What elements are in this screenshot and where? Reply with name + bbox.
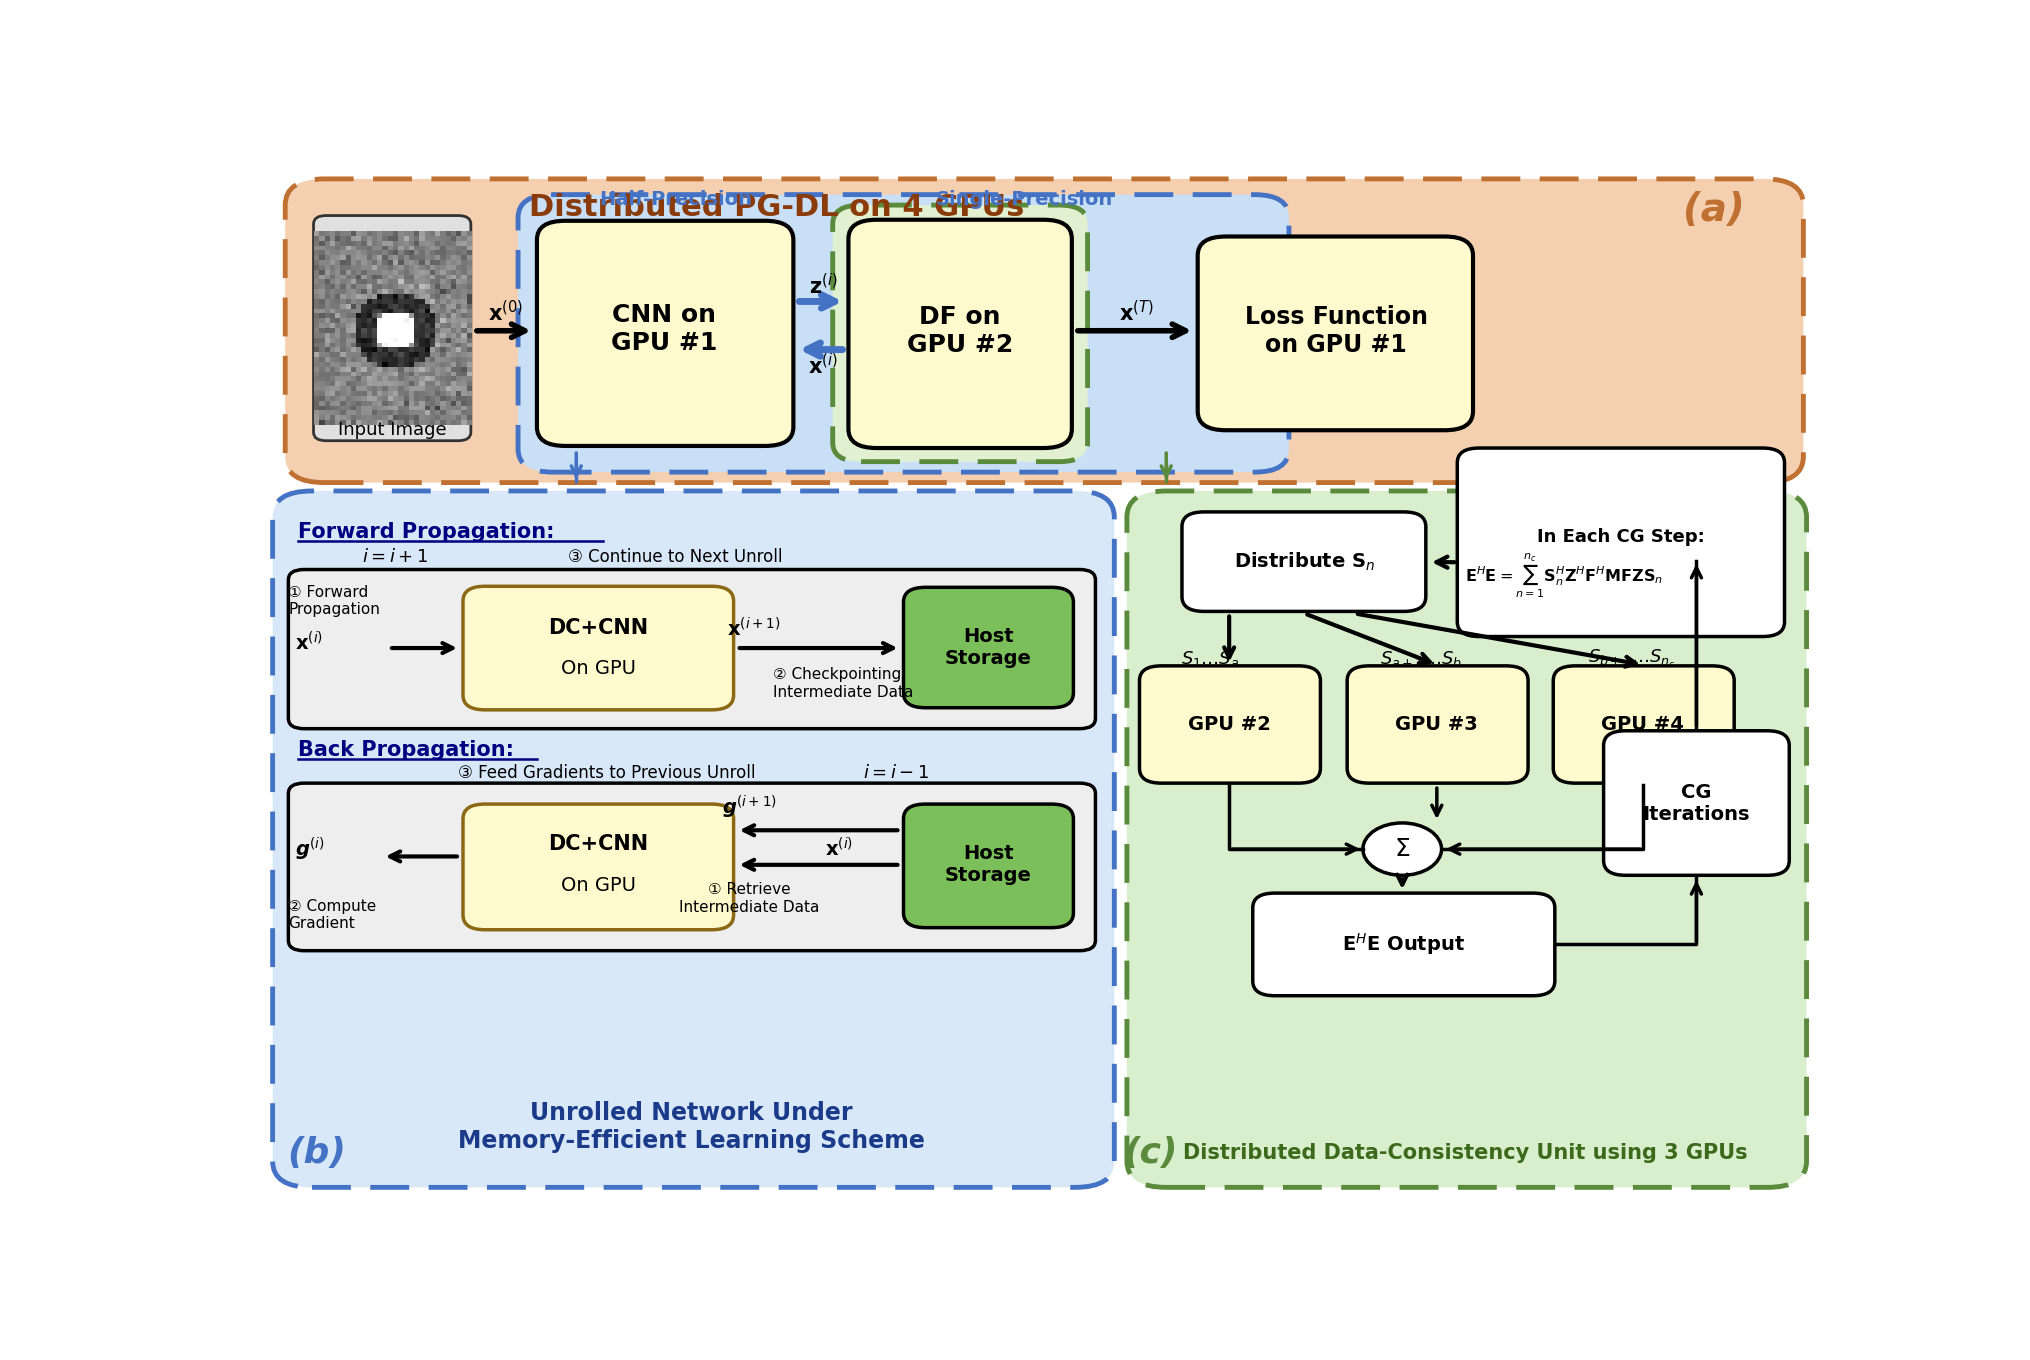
- FancyBboxPatch shape: [1253, 894, 1555, 996]
- FancyBboxPatch shape: [313, 215, 471, 441]
- Text: On GPU: On GPU: [560, 660, 635, 679]
- Text: DC+CNN: DC+CNN: [548, 619, 648, 638]
- FancyBboxPatch shape: [1458, 447, 1784, 636]
- FancyBboxPatch shape: [463, 804, 733, 930]
- Text: (c): (c): [1123, 1136, 1177, 1170]
- Text: On GPU: On GPU: [560, 876, 635, 895]
- Text: $\mathbf{x}^{(i+1)}$: $\mathbf{x}^{(i+1)}$: [727, 617, 782, 641]
- Text: $S_1 \ldots S_a$: $S_1 \ldots S_a$: [1181, 649, 1240, 669]
- Text: Loss Function
on GPU #1: Loss Function on GPU #1: [1244, 305, 1427, 356]
- Text: DF on
GPU #2: DF on GPU #2: [907, 305, 1013, 356]
- Text: $\mathbf{E}^H\mathbf{E}=\sum_{n=1}^{n_c}\mathbf{S}_n^H\mathbf{Z}^H\mathbf{F}^H\m: $\mathbf{E}^H\mathbf{E}=\sum_{n=1}^{n_c}…: [1466, 552, 1663, 600]
- FancyBboxPatch shape: [536, 220, 794, 446]
- Text: $\mathbf{x}^{(T)}$: $\mathbf{x}^{(T)}$: [1119, 301, 1153, 325]
- Text: $i = i+1$: $i = i+1$: [363, 548, 428, 566]
- Text: $\mathbf{x}^{(i)}$: $\mathbf{x}^{(i)}$: [824, 838, 853, 861]
- FancyBboxPatch shape: [1127, 491, 1807, 1187]
- Text: ③ Continue to Next Unroll: ③ Continue to Next Unroll: [568, 548, 784, 566]
- Text: $i = i-1$: $i = i-1$: [863, 764, 928, 782]
- Text: $\mathbf{x}^{(i)}$: $\mathbf{x}^{(i)}$: [294, 631, 323, 654]
- Text: Single-Precision: Single-Precision: [936, 190, 1112, 209]
- Text: Distribute $\mathbf{S}_n$: Distribute $\mathbf{S}_n$: [1234, 551, 1374, 574]
- FancyBboxPatch shape: [903, 588, 1074, 707]
- FancyBboxPatch shape: [1348, 666, 1529, 783]
- Text: ① Retrieve
Intermediate Data: ① Retrieve Intermediate Data: [680, 883, 820, 914]
- Text: $S_{b+1} \ldots S_{n_c}$: $S_{b+1} \ldots S_{n_c}$: [1587, 647, 1675, 669]
- Text: $\mathbf{x}^{(0)}$: $\mathbf{x}^{(0)}$: [487, 301, 524, 325]
- FancyBboxPatch shape: [1553, 666, 1734, 783]
- FancyBboxPatch shape: [288, 783, 1096, 951]
- Text: $\boldsymbol{g}^{(i)}$: $\boldsymbol{g}^{(i)}$: [294, 835, 325, 862]
- Text: $\mathbf{E}^H\mathbf{E}$ Output: $\mathbf{E}^H\mathbf{E}$ Output: [1342, 932, 1466, 957]
- Text: Host
Storage: Host Storage: [946, 845, 1031, 885]
- Text: ② Checkpointing
Intermediate Data: ② Checkpointing Intermediate Data: [773, 668, 914, 700]
- Text: ① Forward
Propagation: ① Forward Propagation: [288, 585, 380, 617]
- Text: (a): (a): [1683, 192, 1744, 230]
- Text: CNN on
GPU #1: CNN on GPU #1: [611, 303, 717, 355]
- Text: Half-Precision: Half-Precision: [599, 190, 751, 209]
- Text: $\boldsymbol{g}^{(i+1)}$: $\boldsymbol{g}^{(i+1)}$: [723, 794, 777, 821]
- FancyBboxPatch shape: [849, 220, 1072, 447]
- Text: GPU #2: GPU #2: [1188, 715, 1271, 734]
- FancyBboxPatch shape: [288, 570, 1096, 729]
- Text: In Each CG Step:: In Each CG Step:: [1537, 528, 1705, 547]
- Text: CG
Iterations: CG Iterations: [1642, 782, 1750, 824]
- Text: Input Image: Input Image: [337, 420, 447, 439]
- FancyBboxPatch shape: [1139, 666, 1320, 783]
- FancyBboxPatch shape: [832, 205, 1088, 461]
- Text: $\mathbf{z}^{(i)}$: $\mathbf{z}^{(i)}$: [810, 273, 838, 298]
- Text: GPU #4: GPU #4: [1602, 715, 1685, 734]
- Text: Host
Storage: Host Storage: [946, 627, 1031, 668]
- FancyBboxPatch shape: [1181, 511, 1425, 612]
- Text: Unrolled Network Under
Memory-Efficient Learning Scheme: Unrolled Network Under Memory-Efficient …: [457, 1100, 924, 1152]
- Text: GPU #3: GPU #3: [1395, 715, 1478, 734]
- FancyBboxPatch shape: [903, 804, 1074, 928]
- Text: (b): (b): [286, 1136, 347, 1170]
- Text: ② Compute
Gradient: ② Compute Gradient: [288, 899, 378, 932]
- FancyBboxPatch shape: [518, 194, 1289, 472]
- FancyBboxPatch shape: [463, 586, 733, 710]
- FancyBboxPatch shape: [1198, 237, 1474, 430]
- Text: DC+CNN: DC+CNN: [548, 834, 648, 854]
- FancyBboxPatch shape: [1604, 730, 1788, 876]
- Text: Forward Propagation:: Forward Propagation:: [298, 522, 554, 541]
- Circle shape: [1362, 823, 1441, 876]
- FancyBboxPatch shape: [272, 491, 1114, 1187]
- FancyBboxPatch shape: [284, 180, 1803, 483]
- Text: Back Propagation:: Back Propagation:: [298, 740, 514, 760]
- Text: $S_{a+1} \ldots S_b$: $S_{a+1} \ldots S_b$: [1380, 649, 1462, 669]
- Text: $\mathbf{x}^{(i)}$: $\mathbf{x}^{(i)}$: [808, 352, 838, 378]
- Text: Distributed PG-DL on 4 GPUs: Distributed PG-DL on 4 GPUs: [530, 193, 1025, 222]
- Text: $\Sigma$: $\Sigma$: [1395, 838, 1411, 861]
- Text: ③ Feed Gradients to Previous Unroll: ③ Feed Gradients to Previous Unroll: [459, 764, 755, 782]
- Text: Distributed Data-Consistency Unit using 3 GPUs: Distributed Data-Consistency Unit using …: [1183, 1142, 1748, 1163]
